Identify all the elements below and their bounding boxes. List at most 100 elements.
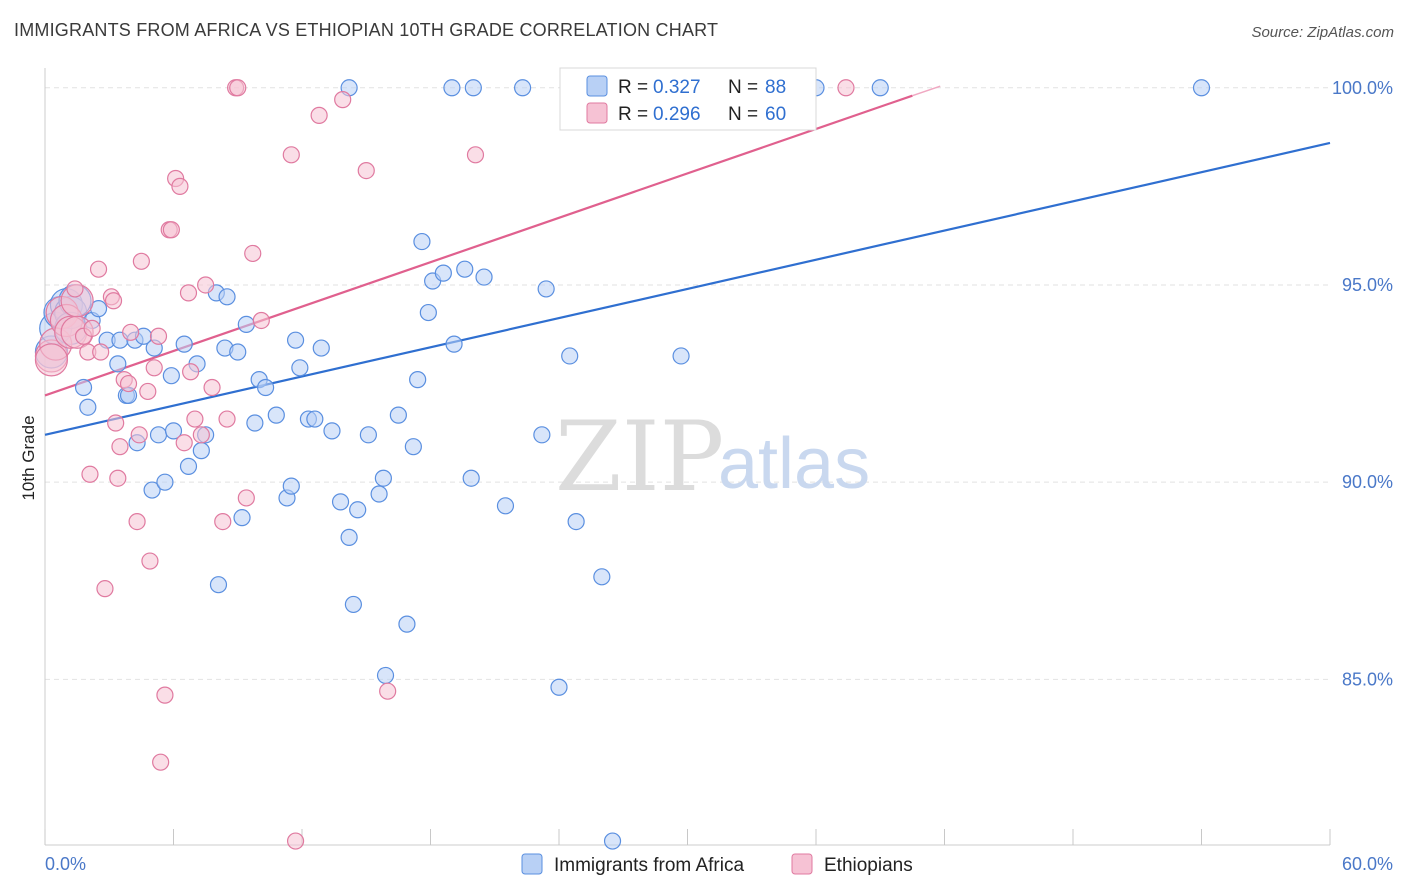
point-ethiopians [214,513,232,531]
point-ethiopians [81,465,99,483]
series-legend: Immigrants from Africa Ethiopians [521,853,913,876]
series-legend-label-ethiopians: Ethiopians [824,855,913,876]
point-ethiopians [119,374,138,393]
point-ethiopians [175,434,193,452]
point-ethiopians [252,311,270,330]
point-africa [475,268,493,286]
y-tick-labels: 100.0% 95.0% 90.0% 85.0% [1332,78,1393,690]
point-africa [603,832,622,850]
trend-line-ethiopians-extension [912,85,941,97]
y-axis-label: 10th Grade [19,415,38,500]
point-africa [237,315,255,334]
legend-n-label-ethiopians: N = [728,104,758,125]
point-africa [434,264,452,282]
series-legend-swatch-ethiopians [791,853,813,875]
legend-swatch-ethiopians [586,102,608,124]
watermark: ZIP atlas [555,401,870,513]
point-ethiopians [218,410,236,428]
point-africa [349,501,367,519]
point-ethiopians [310,106,328,124]
point-ethiopians [357,161,375,180]
source-label: Source: ZipAtlas.com [1251,24,1394,41]
point-ethiopians [122,323,140,341]
point-ethiopians [282,146,300,164]
point-ethiopians [379,682,397,700]
point-africa [370,485,388,503]
chart-title: IMMIGRANTS FROM AFRICA VS ETHIOPIAN 10TH… [14,20,719,40]
point-africa [209,576,228,594]
point-africa [344,595,362,614]
legend-n-value-ethiopians: 60 [765,104,786,125]
point-africa [312,339,330,357]
point-ethiopians [130,426,148,444]
point-africa [179,457,198,475]
point-africa [175,335,193,353]
point-africa [164,422,183,440]
point-africa [409,371,427,389]
x-tick-labels: 0.0% 60.0% [45,854,1393,874]
legend-r-label-ethiopians: R = [618,104,648,125]
point-ethiopians [104,292,123,310]
point-ethiopians [466,146,485,164]
point-africa [359,426,377,444]
x-tick-label-min: 0.0% [45,854,86,874]
point-ethiopians [179,284,198,302]
point-africa [550,678,568,696]
point-ethiopians [128,513,146,531]
data-points [34,79,1211,850]
point-africa [464,79,482,97]
point-africa [306,410,324,428]
point-ethiopians [92,343,110,361]
point-ethiopians [132,252,150,270]
trend-lines [44,85,1331,436]
legend-n-label-africa: N = [728,77,758,98]
watermark-atlas: atlas [718,424,870,504]
point-africa [286,331,305,349]
point-ethiopians [837,79,855,97]
point-africa [533,426,551,444]
point-africa [218,288,236,306]
point-africa [445,335,463,353]
legend-n-value-africa: 88 [765,77,786,98]
point-ethiopians [141,552,159,570]
point-africa [291,359,309,377]
x-tick-label-max: 60.0% [1342,854,1393,874]
trend-line-ethiopians [44,94,913,397]
stats-legend: R = 0.327 N = 88 R = 0.296 N = 60 [559,67,817,131]
point-africa [462,469,480,487]
y-tick-label: 90.0% [1342,472,1393,492]
point-africa [456,260,474,278]
point-ethiopians [186,410,204,428]
legend-r-label-africa: R = [618,77,648,98]
point-ethiopians [96,580,114,598]
point-africa [374,469,392,487]
point-africa [376,666,395,685]
point-africa [537,280,555,298]
y-tick-label: 85.0% [1342,669,1393,689]
point-africa [233,509,251,527]
point-ethiopians [149,327,168,345]
point-africa [672,347,690,365]
axes [44,68,1331,846]
point-africa [871,79,889,97]
point-ethiopians [182,363,200,381]
point-africa [404,438,422,456]
point-ethiopians [203,378,221,397]
point-ethiopians [171,177,189,195]
point-africa [79,398,97,416]
point-ethiopians [237,489,255,507]
y-tick-label: 95.0% [1342,275,1393,295]
point-africa [331,493,350,511]
point-ethiopians [229,79,247,97]
point-ethiopians [152,753,170,771]
point-ethiopians [145,359,163,377]
point-africa [1192,79,1211,97]
point-ethiopians [89,260,108,278]
point-ethiopians [162,221,180,239]
point-ethiopians [109,469,127,487]
point-africa [143,481,161,499]
point-africa [149,426,168,444]
point-africa [246,414,264,432]
point-africa [398,615,416,633]
